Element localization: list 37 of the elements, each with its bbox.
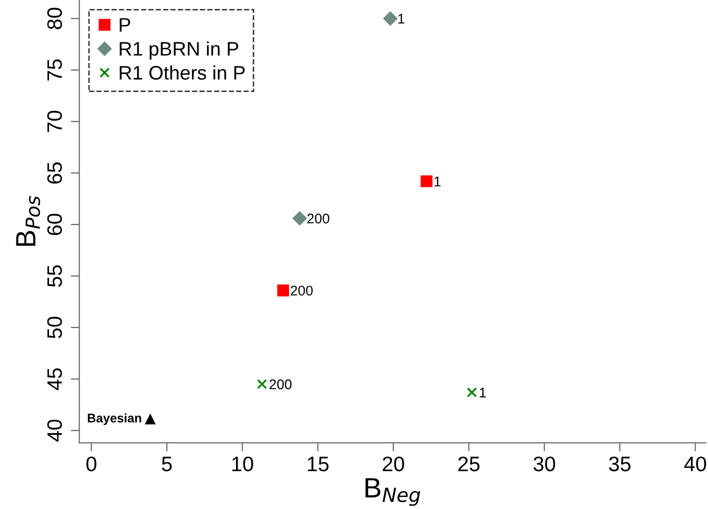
y-tick-label: 40 [47,420,62,442]
x-tick-label: 10 [232,456,254,472]
y-tick-label: 70 [47,110,62,132]
point [277,284,290,296]
y-tick-label: 45 [47,368,62,390]
point [466,387,477,398]
point [256,379,268,390]
x-tick-label: 15 [308,456,329,472]
point [292,211,307,226]
annotation: 1 [434,176,441,186]
legend-label: R1 pBRN in P [120,41,238,60]
y-tick-label: 50 [47,316,62,338]
y-tick-label: 65 [47,162,62,184]
point [420,175,432,188]
annotation: 1 [480,388,486,398]
annotation: 200 [290,286,313,296]
annotation: 200 [307,214,330,224]
x-tick-label: 20 [382,456,404,472]
x-tick-label: 0 [86,456,96,472]
point [383,11,398,26]
y-tick-label: 55 [47,265,62,287]
x-axis-title: B$_{Neg}$ [366,478,420,506]
y-tick-label: 80 [47,8,62,30]
annotation: 1 [398,14,404,24]
legend-label: P [120,18,130,32]
y-tick-label: 75 [47,59,62,81]
y-axis-title: B$_{Pos}$ [16,196,40,246]
x-tick-label: 25 [458,456,480,472]
annotation: 200 [270,379,292,390]
legend-label: R1 Others in P [120,65,245,80]
annotation: Bayesian [88,413,142,425]
x-tick-label: 35 [609,456,631,472]
y-tick-label: 60 [47,214,62,236]
x-tick-label: 30 [534,456,556,472]
x-tick-label: 5 [162,456,172,472]
x-tick-label: 40 [684,456,706,472]
point [145,414,156,424]
